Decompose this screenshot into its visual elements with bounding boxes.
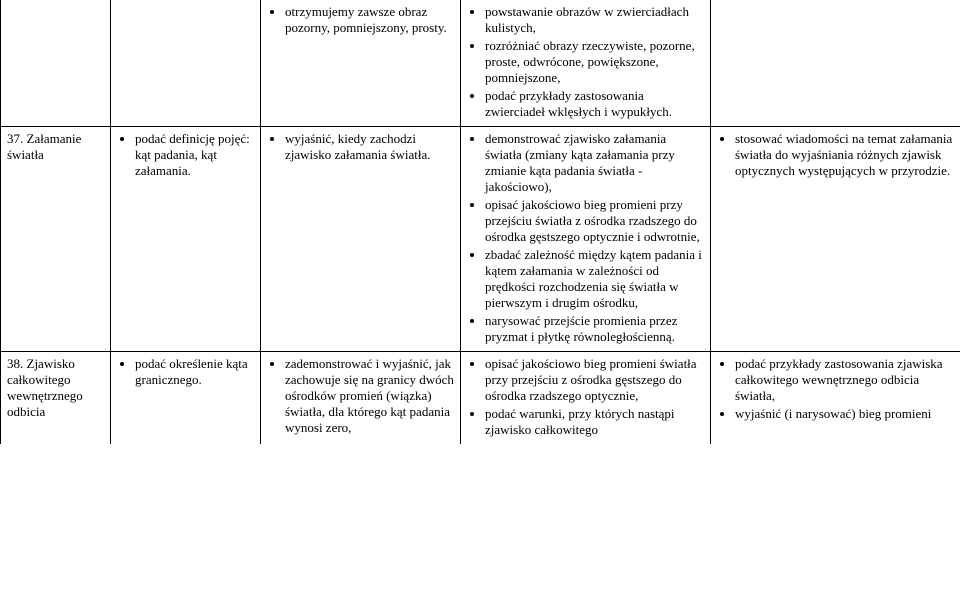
list-item: podać definicję pojęć: kąt padania, kąt … [135,131,254,179]
bullet-list: wyjaśnić, kiedy zachodzi zjawisko załama… [267,131,454,163]
col5-cell: podać przykłady zastosowania zjawiska ca… [711,352,960,445]
list-item: otrzymujemy zawsze obraz pozorny, pomnie… [285,4,454,36]
topic-cell: 38. Zjawisko całkowitego wewnętrznego od… [1,352,111,445]
bullet-list: zademonstrować i wyjaśnić, jak zachowuje… [267,356,454,436]
list-item: stosować wiadomości na temat załamania ś… [735,131,954,179]
list-item: demonstrować zjawisko załamania światła … [485,131,704,195]
col5-cell: stosować wiadomości na temat załamania ś… [711,127,960,352]
topic-title: 38. Zjawisko całkowitego wewnętrznego od… [7,356,83,419]
col3-cell: zademonstrować i wyjaśnić, jak zachowuje… [261,352,461,445]
list-item: podać przykłady zastosowania zwierciadeł… [485,88,704,120]
table-row: 38. Zjawisko całkowitego wewnętrznego od… [1,352,960,445]
list-item: wyjaśnić (i narysować) bieg promieni [735,406,954,422]
list-item: zbadać zależność między kątem padania i … [485,247,704,311]
col2-cell: podać definicję pojęć: kąt padania, kąt … [111,127,261,352]
col2-cell [111,0,261,127]
topic-cell [1,0,111,127]
col4-cell: demonstrować zjawisko załamania światła … [461,127,711,352]
list-item: opisać jakościowo bieg promieni przy prz… [485,197,704,245]
table-row: 37. Załamanie światła podać definicję poj… [1,127,960,352]
table-row: otrzymujemy zawsze obraz pozorny, pomnie… [1,0,960,127]
curriculum-table: otrzymujemy zawsze obraz pozorny, pomnie… [0,0,960,444]
bullet-list: powstawanie obrazów w zwierciadłach kuli… [467,4,704,120]
topic-cell: 37. Załamanie światła [1,127,111,352]
bullet-list: demonstrować zjawisko załamania światła … [467,131,704,345]
list-item: podać przykłady zastosowania zjawiska ca… [735,356,954,404]
col2-cell: podać określenie kąta granicznego. [111,352,261,445]
list-item: powstawanie obrazów w zwierciadłach kuli… [485,4,704,36]
col3-cell: otrzymujemy zawsze obraz pozorny, pomnie… [261,0,461,127]
list-item: podać określenie kąta granicznego. [135,356,254,388]
list-item: wyjaśnić, kiedy zachodzi zjawisko załama… [285,131,454,163]
bullet-list: podać definicję pojęć: kąt padania, kąt … [117,131,254,179]
col5-cell [711,0,960,127]
list-item: zademonstrować i wyjaśnić, jak zachowuje… [285,356,454,436]
col4-cell: opisać jakościowo bieg promieni światła … [461,352,711,445]
col3-cell: wyjaśnić, kiedy zachodzi zjawisko załama… [261,127,461,352]
col4-cell: powstawanie obrazów w zwierciadłach kuli… [461,0,711,127]
bullet-list: podać przykłady zastosowania zjawiska ca… [717,356,954,422]
bullet-list: otrzymujemy zawsze obraz pozorny, pomnie… [267,4,454,36]
bullet-list: opisać jakościowo bieg promieni światła … [467,356,704,438]
list-item: opisać jakościowo bieg promieni światła … [485,356,704,404]
list-item: rozróżniać obrazy rzeczywiste, pozorne, … [485,38,704,86]
list-item: podać warunki, przy których nastąpi zjaw… [485,406,704,438]
list-item: narysować przejście promienia przez pryz… [485,313,704,345]
bullet-list: podać określenie kąta granicznego. [117,356,254,388]
bullet-list: stosować wiadomości na temat załamania ś… [717,131,954,179]
topic-title: 37. Załamanie światła [7,131,81,162]
